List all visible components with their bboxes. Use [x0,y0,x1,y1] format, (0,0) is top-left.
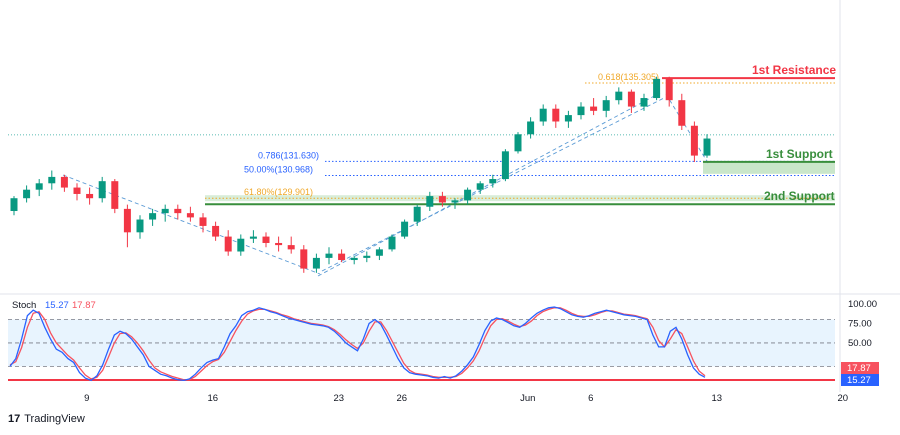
candle-body [35,183,43,190]
candle-body [577,106,585,116]
stoch-series-line [9,307,706,381]
stoch-k-badge-bg [841,374,879,386]
candle-body [98,181,106,199]
candle-body [275,242,283,246]
candle-body [161,208,169,214]
stoch-tick-label: 50.00 [848,338,872,349]
candle-body [136,219,144,233]
candle-body [527,121,535,135]
candle-body [149,213,157,220]
candle-body [564,115,572,122]
candle-body [325,253,333,258]
candle-body [388,236,396,250]
level-label: 1st Support [766,147,833,161]
candle-body [262,236,270,243]
stoch-k-readout: 15.27 [45,300,69,311]
tradingview-logo-icon: 17 [8,413,21,425]
tradingview-name: TradingView [24,413,85,425]
stoch-tick-label: 100.00 [848,299,877,310]
candle-body [111,181,119,209]
stoch-d-readout: 17.87 [72,300,96,311]
candle-body [602,100,610,111]
candle-body [300,249,308,269]
candle-body [123,208,131,233]
candle-body [60,176,68,188]
fib-label: 61.80%(129.901) [244,187,313,197]
candle-body [23,189,31,199]
candle-body [338,253,346,261]
time-tick-label: 23 [334,393,345,404]
stoch-title: Stoch [12,300,36,311]
candle-body [224,236,232,252]
candle-body [489,179,497,184]
candle-body [426,196,434,207]
candle-body [212,225,220,237]
candle-body [401,221,409,237]
candle-body [703,138,711,156]
time-tick-label: 16 [208,393,219,404]
stoch-tick-label: 75.00 [848,318,872,329]
candle-body [464,189,472,201]
time-tick-label: 26 [397,393,408,404]
tradingview-brand[interactable]: 17 TradingView [8,413,85,425]
candle-body [653,78,661,99]
stoch-k-badge: 15.27 [847,375,871,386]
candle-body [287,245,295,250]
fib-label: 50.00%(130.968) [244,164,313,174]
support1-zone [703,161,835,174]
time-tick-label: Jun [520,393,535,404]
candle-body [86,193,94,199]
candle-body [640,98,648,107]
candle-body [375,249,383,256]
stoch-d-badge: 17.87 [847,363,871,374]
candle-body [438,196,446,203]
candle-body [451,200,459,203]
candle-body [237,238,245,252]
trend-line [317,92,661,277]
candle-body [615,91,623,101]
candle-body [199,217,207,226]
level-label: 1st Resistance [752,63,836,77]
stoch-series-line [9,306,706,382]
fib-label: 0.786(131.630) [258,150,319,160]
trend-line [62,174,321,275]
candle-body [350,257,358,261]
candle-body [48,176,56,184]
time-tick-label: 6 [588,393,593,404]
time-tick-label: 20 [838,393,849,404]
candle-body [249,236,257,239]
candle-body [312,257,320,269]
candle-body [627,91,635,107]
candle-body [665,78,673,101]
time-tick-label: 9 [84,393,89,404]
candle-body [10,198,18,212]
candle-body [690,125,698,156]
candle-body [413,206,421,222]
time-tick-label: 13 [712,393,723,404]
candle-body [539,108,547,122]
candle-body [678,100,686,126]
candle-body [476,183,484,190]
candle-body [514,134,522,152]
time-axis[interactable]: 9 16 23 26 Jun 6 13 20 [84,393,848,404]
candle-body [363,255,371,258]
candle-body [590,106,598,111]
candle-body [501,151,509,180]
candle-body [186,213,194,218]
candle-body [552,108,560,122]
level-label: 2nd Support [764,189,835,203]
candle-body [73,187,81,194]
stoch-d-badge-bg [841,362,879,374]
fib-label: 0.618(135.305) [598,72,659,82]
candle-body [174,208,182,214]
